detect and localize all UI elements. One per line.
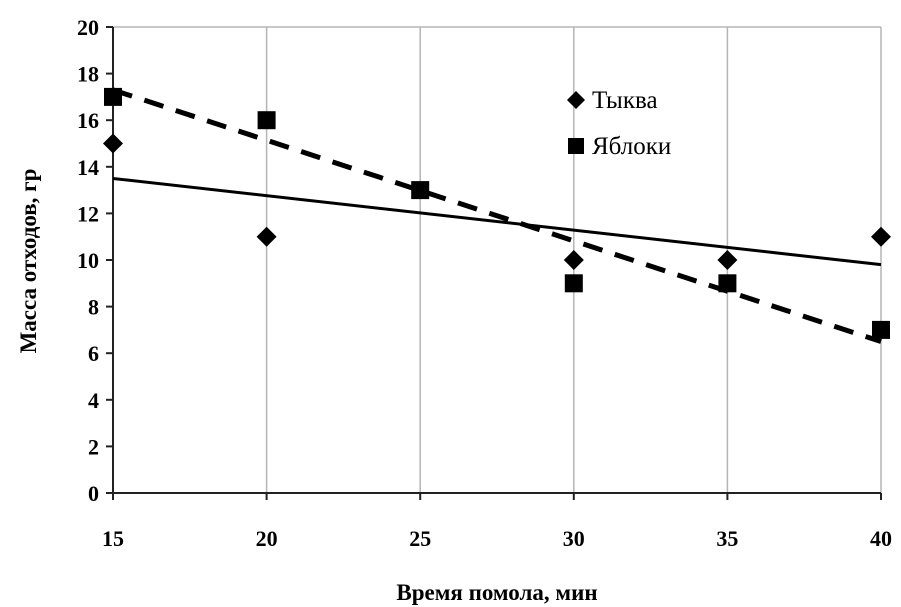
x-axis-label: Время помола, мин: [396, 580, 597, 605]
x-tick-label-5: 40: [870, 526, 892, 551]
y-tick-label-4: 8: [88, 295, 99, 320]
point-0-2: [563, 250, 584, 270]
point-0-3: [717, 250, 738, 270]
legend-marker-1: [568, 138, 584, 154]
data-points: [103, 87, 891, 339]
x-tick-label-1: 20: [256, 526, 278, 551]
y-tick-labels: 0 2 4 6 8 10 12 14 16 18 20: [77, 15, 99, 506]
trendline-1: [112, 87, 882, 344]
y-tick-label-5: 10: [77, 248, 99, 273]
y-tick-label-10: 20: [77, 15, 99, 40]
x-tick-labels: 15 20 25 30 35 40: [102, 526, 892, 551]
y-tick-label-7: 14: [77, 155, 99, 180]
point-1-5: [872, 320, 890, 339]
x-tick-label-2: 25: [409, 526, 431, 551]
axes: [106, 26, 882, 500]
legend-marker-0: [567, 91, 585, 109]
y-tick-label-9: 18: [77, 62, 99, 87]
point-1-0: [104, 87, 122, 106]
y-axis-label: Масса отходов, гр: [16, 169, 41, 354]
point-0-1: [256, 226, 277, 247]
x-tick-label-4: 35: [716, 526, 738, 551]
legend: Тыква Яблоки: [567, 87, 671, 160]
point-1-4: [718, 274, 737, 293]
point-0-0: [103, 133, 123, 154]
gridlines: [112, 26, 882, 493]
point-0-4: [871, 226, 891, 247]
x-tick-label-0: 15: [102, 526, 124, 551]
y-tick-label-6: 12: [77, 201, 99, 226]
y-tick-label-2: 4: [88, 388, 99, 413]
legend-label-0: Тыква: [592, 87, 658, 114]
x-tick-label-3: 30: [563, 526, 585, 551]
y-tick-label-0: 0: [88, 481, 99, 506]
trendline-0: [112, 176, 882, 267]
y-tick-label-3: 6: [88, 341, 99, 366]
trendlines: [112, 87, 882, 344]
point-1-3: [564, 274, 583, 293]
point-1-1: [257, 111, 276, 130]
y-tick-label-8: 16: [77, 108, 99, 133]
legend-label-1: Яблоки: [592, 133, 671, 160]
point-1-2: [411, 181, 430, 200]
y-tick-label-1: 2: [88, 434, 99, 459]
